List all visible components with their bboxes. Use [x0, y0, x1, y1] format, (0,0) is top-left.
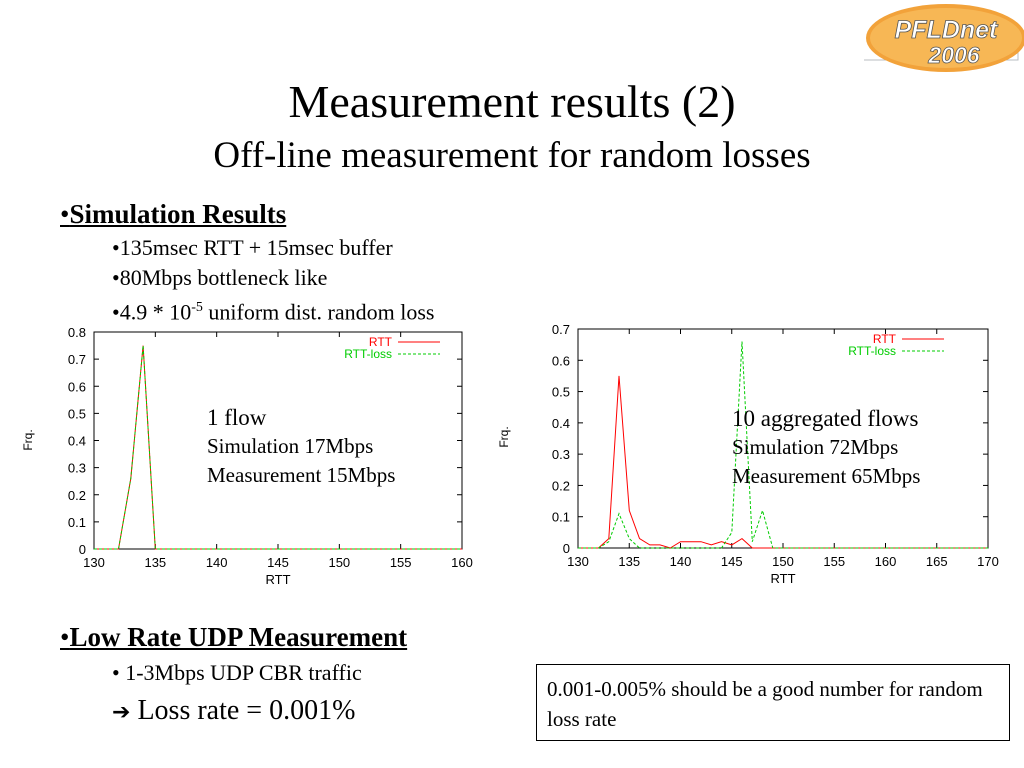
y-axis-label: Frq. [497, 426, 511, 447]
x-tick-label: 130 [83, 555, 105, 570]
slide-title: Measurement results (2) [288, 76, 736, 127]
sub-bullet-udp-traffic: • 1-3Mbps UDP CBR traffic [112, 660, 362, 685]
chart2-annotation: 10 aggregated flows Simulation 72Mbps Me… [732, 404, 920, 491]
y-tick-label: 0.5 [68, 406, 86, 421]
conclusion-box: 0.001-0.005% should be a good number for… [536, 664, 1010, 741]
y-tick-label: 0.1 [552, 510, 570, 525]
legend-label: RTT [369, 335, 393, 349]
logo-line2: 2006 [927, 42, 979, 68]
low-rate-udp-heading: Low Rate UDP Measurement [69, 622, 408, 652]
x-tick-label: 155 [390, 555, 412, 570]
y-tick-label: 0.2 [68, 488, 86, 503]
simulation-results-heading: Simulation Results [69, 199, 287, 229]
x-tick-label: 130 [567, 554, 589, 569]
chart1-annotation-title: 1 flow [207, 405, 267, 430]
loss-rate-line: ➔ Loss rate = 0.001% [112, 694, 355, 730]
y-tick-label: 0 [563, 541, 570, 556]
y-tick-label: 0.6 [68, 379, 86, 394]
y-tick-label: 0.7 [552, 322, 570, 337]
chart2-annotation-line1: Simulation 72Mbps [732, 435, 899, 459]
pfldnet-2006-logo: PFLDnet 2006 [858, 0, 1024, 76]
y-tick-label: 0.4 [68, 434, 86, 449]
bullet-simulation-results: •Simulation Results [60, 198, 286, 230]
x-tick-label: 145 [721, 554, 743, 569]
x-tick-label: 140 [206, 555, 228, 570]
sub-bullet-loss: •4.9 * 10-5 uniform dist. random loss [112, 294, 434, 326]
y-tick-label: 0.5 [552, 385, 570, 400]
loss-exponent: -5 [191, 300, 203, 315]
y-tick-label: 0 [79, 542, 86, 557]
chart-10-flows: 0 0.1 0.2 0.3 0.4 0.5 0.6 0.7 130 135 140 145 150 155… [497, 322, 999, 586]
y-tick-label: 0.8 [68, 325, 86, 340]
x-tick-label: 170 [977, 554, 999, 569]
legend-label: RTT-loss [848, 344, 896, 358]
x-tick-label: 135 [144, 555, 166, 570]
loss-prefix: •4.9 * 10 [112, 299, 192, 325]
loss-suffix: uniform dist. random loss [202, 299, 435, 325]
chart-1-flow: 0 0.1 0.2 0.3 0.4 0.5 0.6 0.7 0.8 130 135 140 145 150… [21, 325, 473, 587]
y-tick-label: 0.1 [68, 515, 86, 530]
y-tick-label: 0.7 [68, 352, 86, 367]
logo-line1: PFLDnet [895, 16, 999, 44]
series-line-rtt [578, 375, 988, 549]
chart2-annotation-line2: Measurement 65Mbps [732, 464, 921, 488]
chart1-annotation-line1: Simulation 17Mbps [207, 434, 374, 458]
arrow-icon: ➔ [112, 700, 131, 725]
y-tick-label: 0.6 [552, 353, 570, 368]
y-tick-label: 0.4 [552, 416, 570, 431]
legend-label: RTT [873, 332, 897, 346]
sub-bullet-bottleneck: •80Mbps bottleneck like [112, 265, 328, 290]
x-tick-label: 140 [670, 554, 692, 569]
x-tick-label: 160 [875, 554, 897, 569]
x-tick-label: 150 [772, 554, 794, 569]
series-line-rtt-loss [578, 341, 988, 549]
x-axis-label: RTT [770, 571, 795, 586]
series-line-rtt-loss [94, 345, 462, 550]
chart2-annotation-title: 10 aggregated flows [732, 406, 919, 431]
x-tick-label: 160 [451, 555, 473, 570]
sub-bullet-rtt: •135msec RTT + 15msec buffer [112, 235, 393, 260]
y-tick-label: 0.3 [68, 461, 86, 476]
x-tick-label: 150 [328, 555, 350, 570]
y-axis-label: Frq. [21, 429, 35, 450]
bullet-low-rate-udp: •Low Rate UDP Measurement [60, 621, 407, 653]
legend-label: RTT-loss [344, 347, 392, 361]
x-tick-label: 135 [618, 554, 640, 569]
x-tick-label: 155 [823, 554, 845, 569]
x-axis-label: RTT [265, 572, 290, 587]
chart1-annotation-line2: Measurement 15Mbps [207, 463, 396, 487]
slide-subtitle: Off-line measurement for random losses [213, 135, 811, 176]
chart1-annotation: 1 flow Simulation 17Mbps Measurement 15M… [207, 403, 395, 490]
y-tick-label: 0.2 [552, 478, 570, 493]
x-tick-label: 165 [926, 554, 948, 569]
loss-rate-text: Loss rate = 0.001% [137, 695, 356, 726]
x-tick-label: 145 [267, 555, 289, 570]
bullet-dot: • [60, 199, 70, 229]
y-tick-label: 0.3 [552, 447, 570, 462]
bullet-dot: • [60, 622, 70, 652]
